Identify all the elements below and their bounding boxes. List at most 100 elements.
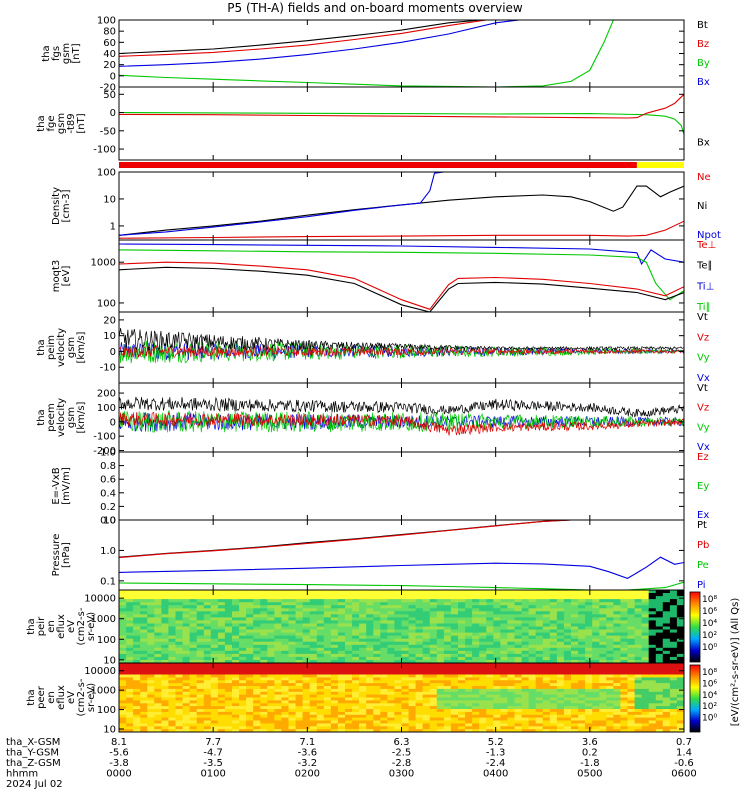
spectrogram-cell xyxy=(655,723,664,727)
spectrogram-cell xyxy=(239,723,247,727)
xaxis-value: -0.6 xyxy=(674,758,694,769)
spectrogram-cell xyxy=(641,656,650,661)
spectrogram-cell xyxy=(323,706,332,710)
y-tick-label: 1.0 xyxy=(100,448,116,459)
spectrogram-cell xyxy=(309,602,318,606)
spectrogram-cell xyxy=(535,632,544,637)
spectrogram-cell xyxy=(648,602,657,606)
spectrogram-cell xyxy=(253,650,261,655)
spectrogram-cell xyxy=(613,599,622,603)
spectrogram-cell xyxy=(535,711,544,716)
colorbar-tick: 10² xyxy=(702,702,717,712)
spectrogram-cell xyxy=(535,590,544,594)
spectrogram-cell xyxy=(641,605,650,609)
spectrogram-cell xyxy=(253,703,261,707)
spectrogram-cell xyxy=(224,700,233,704)
spectrogram-cell xyxy=(267,663,275,667)
spectrogram-cell xyxy=(549,663,558,667)
spectrogram-cell xyxy=(521,656,530,661)
spectrogram-cell xyxy=(175,632,184,637)
spectrogram-cell xyxy=(472,706,480,710)
spectrogram-cell xyxy=(500,720,509,724)
spectrogram-cell xyxy=(337,632,346,637)
spectrogram-cell xyxy=(458,644,466,649)
spectrogram-cell xyxy=(401,668,410,673)
spectrogram-cell xyxy=(606,617,614,621)
spectrogram-cell xyxy=(394,638,403,643)
spectrogram-cell xyxy=(542,717,551,722)
spectrogram-cell xyxy=(119,635,127,640)
spectrogram-cell xyxy=(352,605,360,609)
spectrogram-cell xyxy=(669,665,678,670)
spectrogram-cell xyxy=(217,617,226,621)
spectrogram-cell xyxy=(571,626,579,631)
spectrogram-cell xyxy=(288,694,297,699)
spectrogram-cell xyxy=(401,620,410,624)
spectrogram-cell xyxy=(655,644,664,649)
spectrogram-cell xyxy=(401,626,410,631)
spectrogram-cell xyxy=(323,691,332,696)
spectrogram-cell xyxy=(210,720,219,724)
spectrogram-cell xyxy=(182,665,191,670)
spectrogram-cell xyxy=(189,671,198,676)
spectrogram-cell xyxy=(253,617,261,621)
spectrogram-cell xyxy=(669,599,678,603)
spectrogram-cell xyxy=(662,703,671,707)
spectrogram-cell xyxy=(281,726,290,730)
spectrogram-cell xyxy=(316,656,325,661)
spectrogram-cell xyxy=(634,726,643,730)
spectrogram-cell xyxy=(196,697,205,701)
spectrogram-cell xyxy=(189,711,198,716)
spectrogram-cell xyxy=(585,647,593,652)
spectrogram-cell xyxy=(246,686,254,690)
spectrogram-cell xyxy=(217,703,226,707)
spectrogram-cell xyxy=(260,641,268,646)
spectrogram-cell xyxy=(422,590,431,594)
xaxis-value: 0000 xyxy=(106,769,131,780)
spectrogram-cell xyxy=(627,647,636,652)
spectrogram-cell xyxy=(486,596,494,600)
spectrogram-cell xyxy=(535,680,544,684)
spectrogram-cell xyxy=(542,688,551,693)
spectrogram-cell xyxy=(267,694,275,699)
spectrogram-cell xyxy=(394,596,403,600)
xaxis-value: 0600 xyxy=(671,769,696,780)
spectrogram-cell xyxy=(422,717,431,722)
spectrogram-cell xyxy=(535,660,544,663)
spectrogram-cell xyxy=(507,720,516,724)
spectrogram-cell xyxy=(514,660,523,663)
spectrogram-cell xyxy=(352,647,360,652)
spectrogram-cell xyxy=(217,638,226,643)
y-axis-label: Density xyxy=(51,187,62,225)
spectrogram-cell xyxy=(295,697,304,701)
spectrogram-cell xyxy=(521,623,530,628)
xaxis-value: 8.1 xyxy=(111,737,127,748)
spectrogram-cell xyxy=(599,691,607,696)
spectrogram-cell xyxy=(429,605,438,609)
spectrogram-cell xyxy=(514,671,523,676)
spectrogram-cell xyxy=(182,653,191,658)
spectrogram-cell xyxy=(521,635,530,640)
spectrogram-cell xyxy=(239,638,247,643)
spectrogram-cell xyxy=(267,599,275,603)
spectrogram-cell xyxy=(133,668,141,673)
spectrogram-cell xyxy=(472,653,480,658)
spectrogram-cell xyxy=(224,623,233,628)
spectrogram-cell xyxy=(578,706,586,710)
spectrogram-cell xyxy=(465,593,473,597)
spectrogram-cell xyxy=(175,714,184,719)
spectrogram-cell xyxy=(253,665,261,670)
spectrogram-cell xyxy=(648,617,657,621)
spectrogram-cell xyxy=(436,611,445,615)
spectrogram-cell xyxy=(323,623,332,628)
spectrogram-cell xyxy=(161,663,170,667)
spectrogram-cell xyxy=(224,608,233,612)
spectrogram-cell xyxy=(267,665,275,670)
spectrogram-cell xyxy=(450,674,459,678)
spectrogram-cell xyxy=(175,617,184,621)
spectrogram-cell xyxy=(203,729,212,732)
spectrogram-cell xyxy=(436,706,445,710)
spectrogram-cell xyxy=(422,614,431,618)
spectrogram-cell xyxy=(210,635,219,640)
spectrogram-cell xyxy=(556,623,565,628)
